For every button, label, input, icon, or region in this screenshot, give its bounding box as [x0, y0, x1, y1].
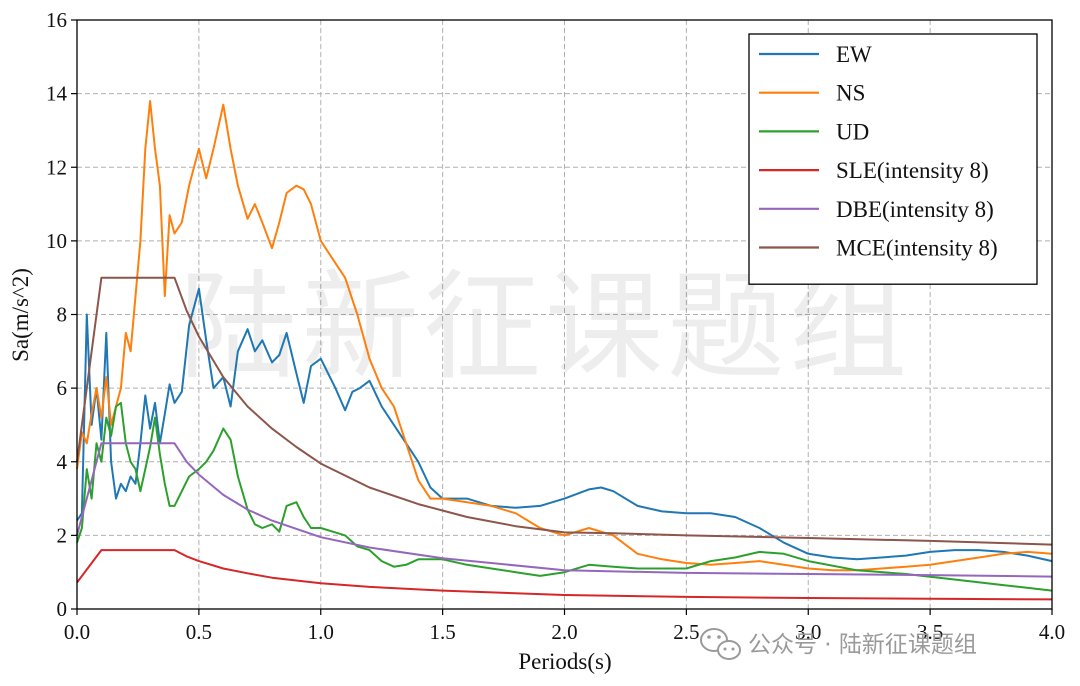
x-tick-label: 0.0	[64, 620, 90, 644]
y-axis-label: Sa(m/s^2)	[8, 268, 33, 362]
y-tick-label: 12	[46, 155, 67, 179]
y-tick-label: 4	[57, 450, 68, 474]
x-axis-ticks: 0.0 0.5 1.0 1.5 2.0 2.5 3.0 3.5 4.0	[64, 609, 1065, 644]
series-line-dbe	[76, 442, 1053, 578]
legend-label-ud: UD	[836, 119, 869, 144]
y-axis-ticks: 0 2 4 6 8 10 12 14 16	[46, 8, 77, 621]
y-tick-label: 0	[57, 597, 68, 621]
x-tick-label: 3.0	[795, 620, 821, 644]
series-layer	[76, 100, 1053, 601]
watermark-footer: 公众号 · 陆新征课题组	[700, 628, 977, 660]
y-tick-label: 6	[57, 376, 68, 400]
legend-label-ns: NS	[836, 81, 865, 106]
grid-lines	[77, 20, 1052, 609]
series-line-ud	[76, 401, 1053, 592]
x-axis-label: Periods(s)	[518, 649, 611, 674]
series-line-ew	[76, 287, 1053, 563]
series-line-sle	[76, 549, 1053, 601]
x-tick-label: 1.0	[308, 620, 334, 644]
y-tick-label: 14	[46, 82, 68, 106]
x-tick-label: 4.0	[1039, 620, 1065, 644]
legend-label-dbe: DBE(intensity 8)	[836, 197, 994, 222]
x-tick-label: 3.5	[917, 620, 943, 644]
x-tick-label: 2.0	[551, 620, 577, 644]
y-tick-label: 16	[46, 8, 67, 32]
legend-label-ew: EW	[836, 42, 872, 67]
y-tick-label: 8	[57, 303, 68, 327]
legend-box	[748, 33, 1038, 285]
x-tick-label: 2.5	[673, 620, 699, 644]
series-line-ns	[76, 100, 1053, 572]
watermark-footer-text: 公众号 · 陆新征课题组	[748, 632, 977, 658]
legend-label-mce: MCE(intensity 8)	[836, 236, 998, 261]
y-tick-label: 10	[46, 229, 67, 253]
x-tick-label: 0.5	[186, 620, 212, 644]
series-line-mce	[76, 276, 1053, 546]
y-tick-label: 2	[57, 523, 68, 547]
x-tick-label: 1.5	[430, 620, 456, 644]
legend-label-sle: SLE(intensity 8)	[836, 158, 989, 183]
legend: EW NS UD SLE(intensity 8) DBE(intensity 8) MC…	[748, 33, 1038, 285]
wechat-icon	[700, 628, 741, 660]
